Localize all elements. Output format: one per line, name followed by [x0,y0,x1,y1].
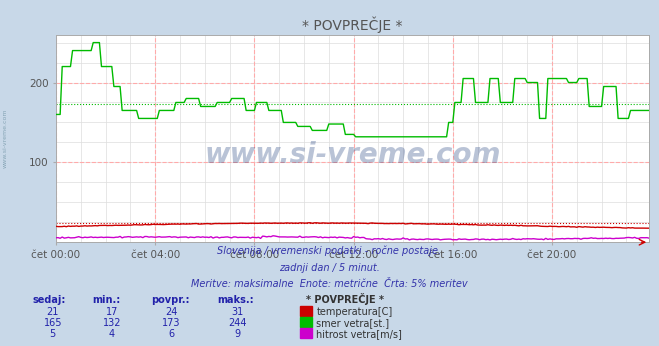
Text: 9: 9 [234,329,241,339]
Text: 4: 4 [109,329,115,339]
Title: * POVPREČJE *: * POVPREČJE * [302,17,403,34]
Text: sedaj:: sedaj: [33,295,67,305]
Text: 6: 6 [168,329,175,339]
Text: 244: 244 [228,318,246,328]
Text: 132: 132 [103,318,121,328]
Text: 173: 173 [162,318,181,328]
Text: www.si-vreme.com: www.si-vreme.com [204,141,501,169]
Text: zadnji dan / 5 minut.: zadnji dan / 5 minut. [279,263,380,273]
Text: maks.:: maks.: [217,295,254,305]
Text: 17: 17 [106,307,118,317]
Text: min.:: min.: [92,295,121,305]
Text: 165: 165 [43,318,62,328]
Text: 24: 24 [165,307,177,317]
Text: www.si-vreme.com: www.si-vreme.com [3,109,8,168]
Text: smer vetra[st.]: smer vetra[st.] [316,318,389,328]
Text: hitrost vetra[m/s]: hitrost vetra[m/s] [316,329,402,339]
Text: 5: 5 [49,329,56,339]
Text: temperatura[C]: temperatura[C] [316,307,393,317]
Text: Meritve: maksimalne  Enote: metrične  Črta: 5% meritev: Meritve: maksimalne Enote: metrične Črta… [191,279,468,289]
Text: * POVPREČJE *: * POVPREČJE * [306,293,384,305]
Text: Slovenija / vremenski podatki - ročne postaje.: Slovenija / vremenski podatki - ročne po… [217,246,442,256]
Text: povpr.:: povpr.: [152,295,190,305]
Text: 31: 31 [231,307,243,317]
Text: 21: 21 [47,307,59,317]
